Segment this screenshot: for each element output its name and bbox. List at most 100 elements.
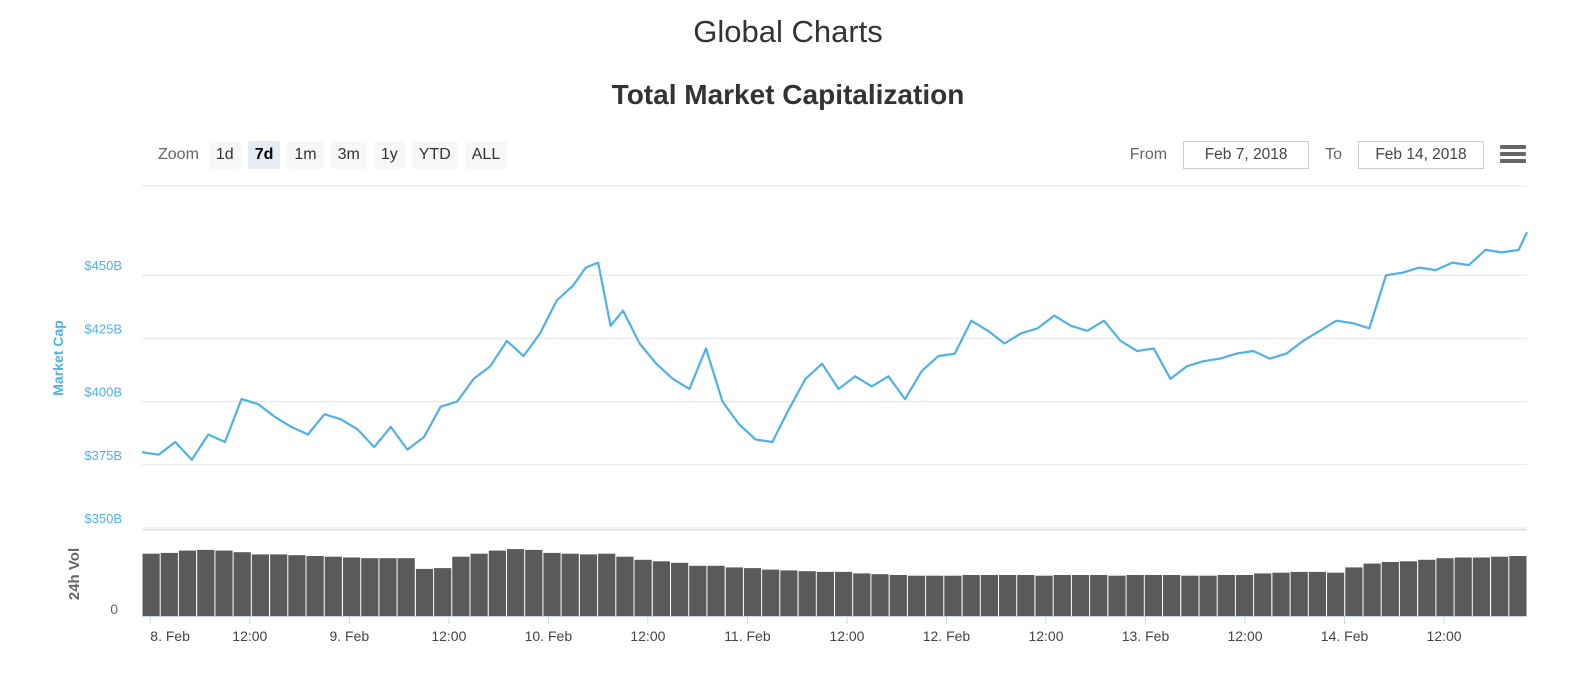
volume-bar (780, 570, 798, 616)
to-label: To (1325, 146, 1342, 163)
volume-bar (1071, 575, 1090, 616)
volume-bar (288, 555, 306, 616)
x-tick-label: 12:00 (431, 628, 466, 644)
volume-bar (470, 553, 488, 616)
volume-bar (525, 549, 543, 616)
page-title: Global Charts (693, 14, 883, 49)
volume-bar (980, 575, 998, 616)
volume-bar (634, 559, 652, 616)
volume-bar (835, 571, 853, 616)
zoom-all-button[interactable]: ALL (464, 141, 508, 169)
volume-bar (853, 573, 871, 616)
volume-bar (215, 550, 233, 616)
zoom-ytd-button[interactable]: YTD (411, 141, 458, 169)
market-cap-line (141, 231, 1528, 461)
volume-bar (1217, 575, 1235, 616)
volume-bar (816, 571, 834, 616)
volume-bar (1327, 572, 1345, 616)
volume-bar (1308, 571, 1326, 616)
to-date-input[interactable]: Feb 14, 2018 (1358, 141, 1484, 169)
zoom-1y-button[interactable]: 1y (373, 141, 405, 169)
volume-bar (1199, 575, 1217, 616)
volume-bar (1418, 559, 1436, 616)
volume-bar (561, 553, 579, 616)
volume-bar (1053, 575, 1071, 616)
volume-bar (270, 554, 288, 616)
y-tick-label: $375B (84, 448, 122, 463)
volume-bar (1254, 573, 1272, 616)
volume-bar (598, 553, 616, 616)
volume-bar (415, 568, 434, 616)
volume-bar (707, 565, 725, 616)
volume-bar (233, 552, 251, 616)
volume-bar (1235, 575, 1254, 616)
volume-bar (689, 565, 707, 616)
volume-bar (725, 567, 743, 616)
volume-bar (488, 550, 506, 616)
volume-bar (1126, 575, 1144, 616)
menu-bar-icon (1500, 145, 1526, 149)
volume-bar (798, 571, 816, 616)
x-tick-label: 12:00 (1228, 628, 1263, 644)
zoom-selector: Zoom 1d 7d 1m 3m 1y YTD ALL (158, 141, 514, 169)
volume-bar (1491, 556, 1509, 616)
zoom-label: Zoom (158, 146, 199, 163)
volume-bar (1399, 561, 1418, 616)
volume-bar (889, 575, 907, 616)
from-label: From (1129, 146, 1168, 163)
volume-bar (579, 554, 598, 616)
from-date-input[interactable]: Feb 7, 2018 (1183, 141, 1310, 169)
volume-bar (1509, 556, 1527, 616)
x-tick-label: 10. Feb (525, 628, 573, 644)
chart-title: Total Market Capitalization (611, 79, 965, 110)
volume-bar (1108, 575, 1126, 616)
volume-bar (142, 553, 160, 616)
volume-bar (1436, 558, 1454, 616)
x-tick-label: 12:00 (232, 628, 267, 644)
volume-bar (762, 569, 780, 616)
volume-bar (944, 575, 962, 616)
x-tick-label: 9. Feb (329, 628, 369, 644)
zoom-1d-button[interactable]: 1d (208, 141, 241, 169)
date-range: From Feb 7, 2018 To Feb 14, 2018 (1130, 141, 1484, 169)
volume-bar (1290, 571, 1308, 616)
y-tick-label: $450B (84, 258, 122, 273)
volume-bar (160, 552, 178, 616)
volume-zero-label: 0 (110, 601, 118, 617)
zoom-7d-button[interactable]: 7d (247, 141, 281, 169)
hamburger-menu-icon[interactable] (1500, 145, 1526, 167)
volume-bar (1454, 557, 1472, 616)
volume-bar (652, 561, 670, 616)
volume-bar (671, 562, 689, 616)
volume-bar (306, 556, 324, 616)
volume-bar (324, 556, 342, 616)
volume-bar (1035, 575, 1053, 616)
volume-bar (743, 568, 762, 616)
x-tick-label: 12:00 (829, 628, 864, 644)
volume-bar (1090, 575, 1108, 616)
volume-bar (907, 575, 926, 616)
volume-bar (926, 575, 944, 616)
x-tick-label: 11. Feb (724, 628, 771, 644)
y-tick-label: $350B (84, 511, 122, 526)
volume-bar (1472, 557, 1490, 616)
volume-bar (452, 556, 470, 616)
volume-bar (871, 574, 889, 616)
volume-bar (434, 568, 452, 616)
zoom-3m-button[interactable]: 3m (330, 141, 367, 169)
volume-bar (543, 552, 561, 616)
volume-bar (1163, 575, 1181, 616)
volume-bar (251, 554, 269, 616)
volume-bar (1181, 575, 1199, 616)
y-tick-label: $425B (84, 321, 122, 336)
x-tick-label: 12. Feb (923, 628, 971, 644)
x-tick-label: 13. Feb (1122, 628, 1170, 644)
x-tick-label: 14. Feb (1321, 628, 1369, 644)
volume-bar (1363, 563, 1381, 616)
zoom-1m-button[interactable]: 1m (287, 141, 324, 169)
menu-bar-icon (1500, 159, 1526, 163)
volume-bar (999, 575, 1017, 616)
volume-axis-title: 24h Vol (66, 548, 83, 600)
volume-bar (616, 556, 634, 616)
